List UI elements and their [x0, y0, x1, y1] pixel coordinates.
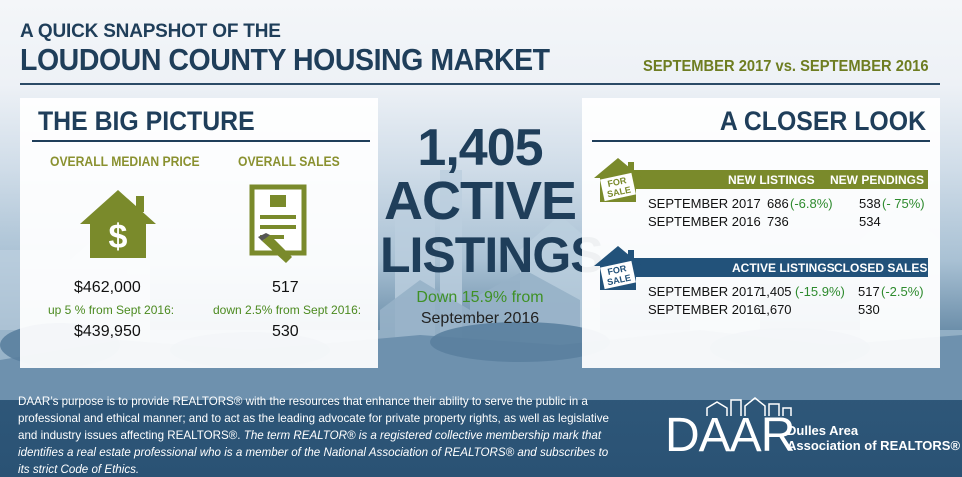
active-down-text: Down 15.9% from [416, 289, 544, 306]
t1-row1-label: SEPTEMBER 2017 [648, 196, 761, 211]
for-sale-sign-2-line2: SALE [606, 273, 632, 288]
footer-trademark: The term REALTOR® is a registered collec… [18, 429, 609, 476]
t2-row1-b: 517 [858, 284, 880, 299]
median-price-change: up 5 % from Sept 2016: [48, 303, 175, 317]
sales-current: 517 [272, 279, 299, 296]
logo-skyline-icon [706, 397, 792, 416]
footer-text: DAAR’s purpose is to provide REALTORS® w… [18, 393, 618, 477]
kicker-text: A QUICK SNAPSHOT OF THE [20, 21, 281, 42]
t1-row1-b: 538 [859, 196, 881, 211]
for-sale-sign-1-line1: FOR [607, 175, 628, 189]
active-listings-number: 1,405 [417, 119, 543, 177]
logo-line1: Dulles Area [787, 423, 859, 438]
active-word: ACTIVE [383, 171, 577, 231]
median-price-current: $462,000 [74, 279, 141, 296]
new-listings-header-bar: NEW LISTINGS NEW PENDINGS [628, 170, 928, 189]
t2-row2-a: 1,670 [759, 302, 792, 317]
median-price-previous: $439,950 [74, 323, 141, 340]
logo-line2: Association of REALTORS® [787, 438, 961, 453]
t1-row1-a-change: (-6.8%) [790, 196, 833, 211]
for-sale-sign-2-line1: FOR [607, 263, 628, 277]
closer-look-rule [592, 140, 930, 142]
t2-row1-a: 1,405 [759, 284, 792, 299]
title-divider [20, 83, 940, 85]
big-picture-panel: THE BIG PICTURE OVERALL MEDIAN PRICE OVE… [20, 98, 378, 368]
t1-row2-label: SEPTEMBER 2016 [648, 214, 761, 229]
new-pendings-header: NEW PENDINGS [830, 172, 925, 187]
for-sale-house-icon: FOR SALE [594, 158, 642, 202]
active-listings-header-bar: ACTIVE LISTINGS CLOSED SALES [628, 258, 928, 277]
listings-word: LISTINGS [380, 227, 604, 283]
big-picture-rule [32, 140, 370, 142]
for-sale-sign-1-line2: SALE [606, 185, 632, 200]
active-down-subtext: September 2016 [420, 310, 540, 327]
active-listings-header: ACTIVE LISTINGS [732, 260, 835, 275]
page-title: LOUDOUN COUNTY HOUSING MARKET [20, 42, 550, 77]
closer-look-title: A CLOSER LOOK [719, 106, 926, 136]
t2-row1-b-change: (-2.5%) [881, 284, 924, 299]
date-range: SEPTEMBER 2017 vs. SEPTEMBER 2016 [643, 58, 929, 75]
closer-look-panel: A CLOSER LOOK NEW LISTINGS NEW PENDINGS … [582, 98, 940, 368]
svg-text:$: $ [109, 218, 128, 256]
t1-row2-b: 534 [859, 214, 881, 229]
new-listings-header: NEW LISTINGS [728, 172, 815, 187]
closed-sales-header: CLOSED SALES [834, 260, 928, 275]
t1-row1-a: 686 [767, 196, 789, 211]
footer-purpose: DAAR’s purpose is to provide REALTORS® w… [18, 395, 609, 442]
big-picture-title: THE BIG PICTURE [38, 106, 255, 136]
overall-sales-label: OVERALL SALES [238, 154, 340, 169]
logo-wordmark: DAAR [665, 409, 795, 462]
for-sale-house-icon-2: FOR SALE [594, 246, 642, 290]
t1-row2-a: 736 [767, 214, 789, 229]
sales-change: down 2.5% from Sept 2016: [213, 303, 362, 317]
house-dollar-icon: $ [80, 190, 156, 258]
t2-row1-label: SEPTEMBER 2017 [648, 284, 761, 299]
median-price-label: OVERALL MEDIAN PRICE [50, 154, 200, 169]
t2-row1-a-change: (-15.9%) [795, 284, 845, 299]
t2-row2-b: 530 [858, 302, 880, 317]
sales-previous: 530 [272, 323, 299, 340]
t2-row2-label: SEPTEMBER 2016 [648, 302, 761, 317]
contract-pen-icon [249, 184, 307, 263]
t1-row1-b-change: (- 75%) [882, 196, 925, 211]
